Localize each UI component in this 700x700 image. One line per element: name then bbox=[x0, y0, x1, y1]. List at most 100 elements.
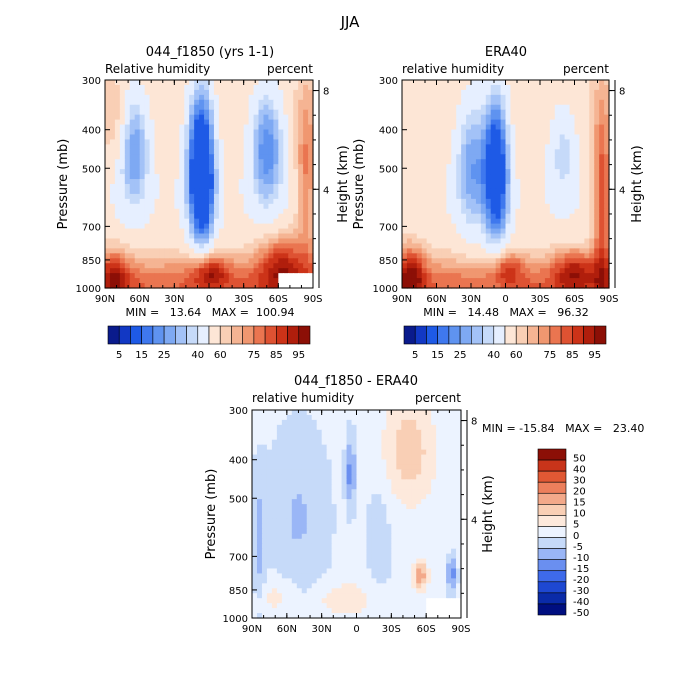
heatmap-cell bbox=[288, 149, 294, 155]
colorbar-box bbox=[130, 325, 142, 345]
heatmap-cell bbox=[416, 208, 423, 215]
heatmap-cell bbox=[436, 414, 442, 421]
heatmap-cell bbox=[258, 149, 265, 155]
heatmap-cell bbox=[293, 198, 299, 205]
heatmap-cell bbox=[293, 149, 299, 155]
heatmap-cell bbox=[261, 449, 268, 456]
heatmap-cell bbox=[451, 243, 457, 249]
heatmap-cell bbox=[431, 523, 437, 530]
heatmap-cell bbox=[520, 179, 526, 185]
heatmap-cell bbox=[361, 543, 368, 550]
heatmap-cell bbox=[569, 223, 576, 230]
heatmap-cell bbox=[243, 144, 250, 150]
heatmap-cell bbox=[446, 184, 452, 190]
heatmap-cell bbox=[154, 179, 161, 185]
heatmap-cell bbox=[213, 129, 220, 136]
heatmap-cell bbox=[456, 198, 462, 205]
heatmap-cell bbox=[451, 188, 457, 195]
heatmap-cell bbox=[461, 283, 467, 289]
heatmap-cell bbox=[199, 84, 205, 91]
heatmap-cell bbox=[356, 484, 363, 490]
heatmap-cell bbox=[273, 89, 279, 96]
heatmap-cell bbox=[589, 223, 595, 230]
heatmap-cell bbox=[431, 514, 437, 520]
heatmap-cell bbox=[446, 474, 452, 480]
heatmap-cell bbox=[271, 444, 278, 451]
heatmap-cell bbox=[530, 154, 536, 160]
heatmap-cell bbox=[114, 203, 121, 210]
heatmap-cell bbox=[258, 248, 265, 254]
heatmap-cell bbox=[303, 149, 309, 155]
heatmap-cell bbox=[228, 258, 235, 264]
heatmap-cell bbox=[530, 94, 536, 101]
heatmap-cell bbox=[579, 80, 585, 86]
heatmap-cell bbox=[402, 124, 408, 131]
heatmap-cell bbox=[144, 233, 151, 240]
heatmap-cell bbox=[401, 414, 407, 421]
heatmap-cell bbox=[544, 99, 551, 106]
heatmap-cell bbox=[293, 114, 299, 121]
heatmap-cell bbox=[253, 119, 260, 126]
heatmap-cell bbox=[461, 164, 467, 170]
heatmap-cell bbox=[564, 174, 571, 180]
heatmap-cell bbox=[535, 119, 541, 126]
heatmap-cell bbox=[475, 179, 482, 185]
heatmap-cell bbox=[436, 548, 442, 555]
heatmap-cell bbox=[441, 449, 447, 456]
heatmap-cell bbox=[569, 188, 576, 195]
heatmap-cell bbox=[213, 139, 220, 145]
heatmap-cell bbox=[401, 419, 407, 426]
heatmap-cell bbox=[263, 119, 270, 126]
heatmap-cell bbox=[159, 188, 166, 195]
colorbar-label: 60 bbox=[510, 350, 523, 361]
heatmap-cell bbox=[228, 208, 235, 215]
y-tick-label: 1000 bbox=[76, 284, 101, 295]
heatmap-cell bbox=[243, 109, 250, 116]
heatmap-cell bbox=[396, 548, 402, 555]
heatmap-cell bbox=[451, 233, 457, 240]
heatmap-cell bbox=[109, 99, 116, 106]
heatmap-cell bbox=[288, 228, 294, 235]
heatmap-cell bbox=[441, 514, 447, 520]
heatmap-cell bbox=[426, 89, 433, 96]
heatmap-cell bbox=[298, 159, 304, 165]
heatmap-cell bbox=[584, 193, 590, 200]
heatmap-cell bbox=[485, 174, 492, 180]
heatmap-cell bbox=[164, 129, 170, 136]
heatmap-cell bbox=[154, 149, 161, 155]
heatmap-cell bbox=[549, 258, 556, 264]
heatmap-cell bbox=[288, 223, 294, 230]
heatmap-cell bbox=[421, 504, 427, 510]
heatmap-cell bbox=[144, 198, 151, 205]
heatmap-cell bbox=[569, 184, 576, 190]
heatmap-cell bbox=[401, 523, 407, 530]
heatmap-cell bbox=[209, 89, 215, 96]
heatmap-cell bbox=[194, 99, 200, 106]
heatmap-cell bbox=[525, 263, 531, 269]
heatmap-cell bbox=[144, 134, 151, 141]
heatmap-cell bbox=[283, 129, 289, 136]
heatmap-cell bbox=[271, 469, 278, 475]
heatmap-cell bbox=[252, 429, 258, 436]
heatmap-cell bbox=[134, 94, 141, 101]
heatmap-cell bbox=[505, 89, 512, 96]
heatmap-cell bbox=[391, 414, 397, 421]
heatmap-cell bbox=[416, 238, 423, 245]
heatmap-cell bbox=[406, 213, 413, 220]
heatmap-cell bbox=[261, 479, 268, 485]
heatmap-cell bbox=[288, 154, 294, 160]
colorbar-label: 60 bbox=[214, 350, 227, 361]
heatmap-cell bbox=[520, 154, 526, 160]
heatmap-cell bbox=[475, 248, 482, 254]
heatmap-cell bbox=[480, 84, 487, 91]
heatmap-cell bbox=[218, 278, 225, 284]
heatmap-cell bbox=[336, 439, 343, 446]
heatmap-cell bbox=[500, 89, 507, 96]
heatmap-cell bbox=[416, 439, 422, 446]
heatmap-cell bbox=[406, 94, 413, 101]
heatmap-cell bbox=[293, 144, 299, 150]
heatmap-cell bbox=[544, 119, 551, 126]
heatmap-cell bbox=[564, 139, 571, 145]
heatmap-cell bbox=[391, 479, 397, 485]
heatmap-cell bbox=[456, 429, 462, 436]
